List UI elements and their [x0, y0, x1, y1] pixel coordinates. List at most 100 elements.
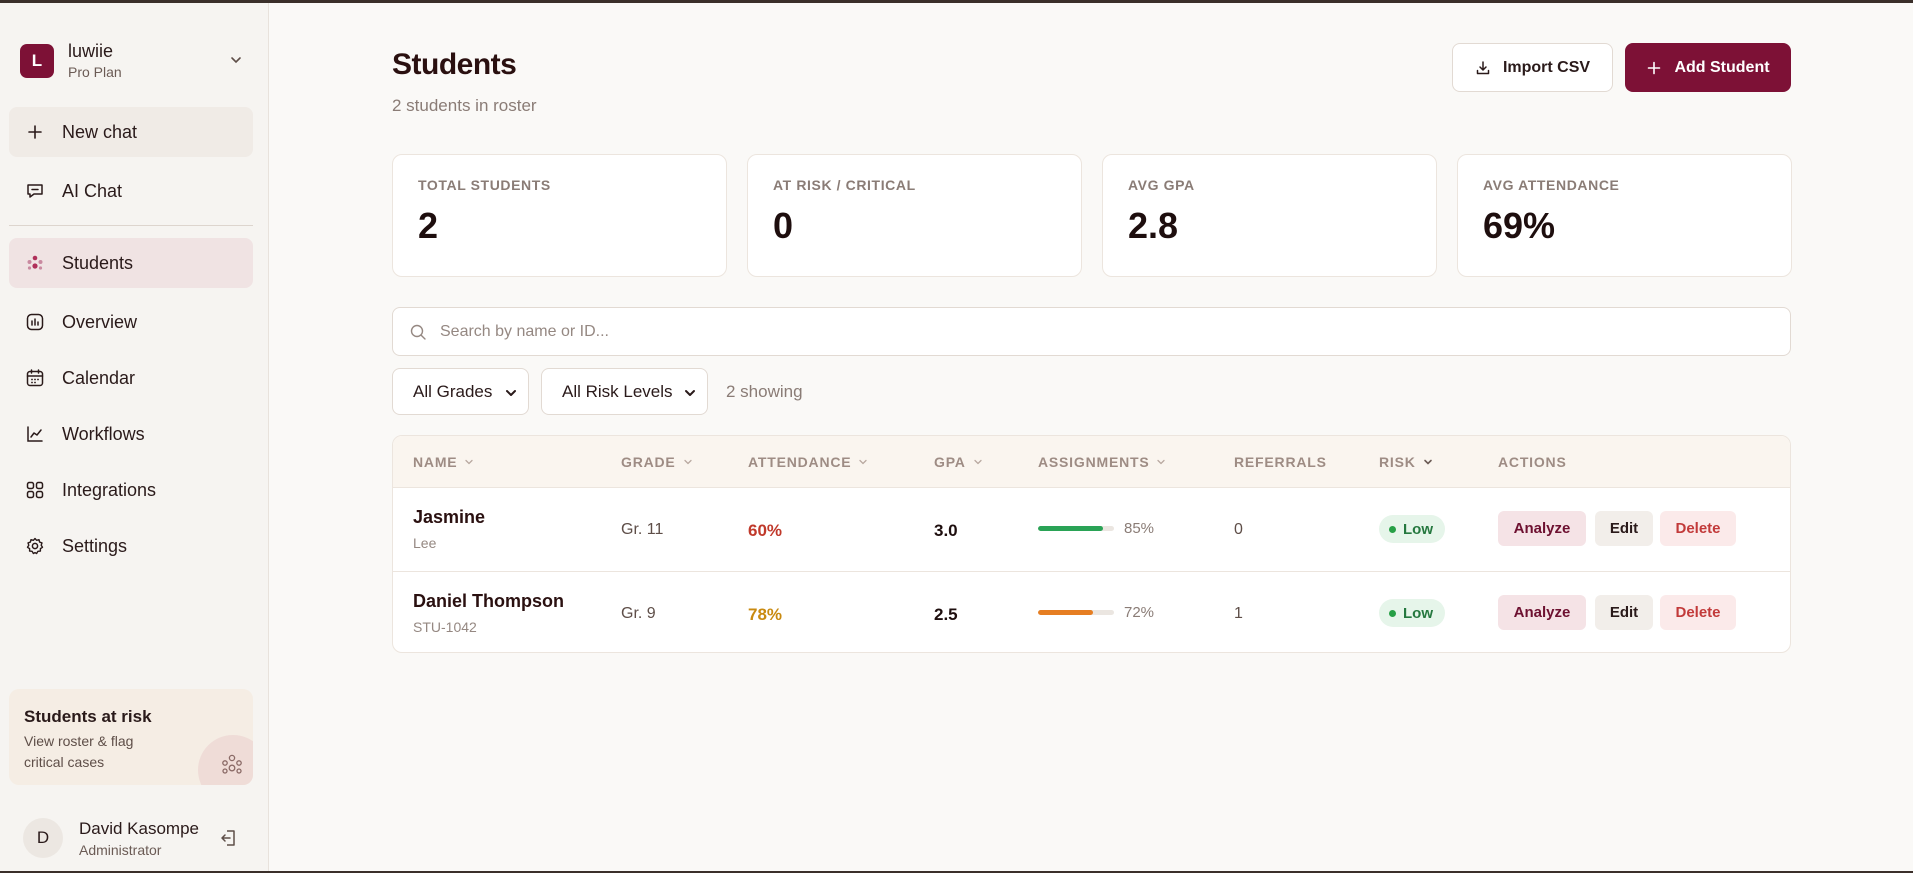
students-icon [27, 255, 43, 270]
stat-label: AVG ATTENDANCE [1483, 177, 1620, 193]
new-chat-label: New chat [62, 121, 138, 142]
search-box [392, 307, 1791, 356]
assignments-percent: 72% [1124, 604, 1155, 621]
results-count: 2 showing [726, 382, 803, 401]
student-subtext: Lee [413, 535, 437, 551]
assignments-progress: 85% [1038, 520, 1154, 537]
delete-button[interactable]: Delete [1660, 511, 1736, 546]
delete-button[interactable]: Delete [1660, 595, 1736, 630]
chevron-down-icon [1157, 459, 1166, 465]
student-name: Jasmine [413, 507, 486, 527]
column-header-attendance[interactable]: ATTENDANCE [748, 454, 869, 470]
progress-bar-fill [1038, 610, 1093, 615]
sidebar-item-students[interactable]: Students [9, 238, 253, 288]
plus-icon [28, 125, 42, 139]
risk-card-title: Students at risk [24, 707, 152, 726]
student-name-cell[interactable]: Daniel Thompson STU-1042 [413, 591, 564, 635]
chevron-down-icon [685, 390, 695, 396]
sidebar-item-workflows[interactable]: Workflows [9, 409, 253, 459]
students-at-risk-card[interactable]: Students at risk View roster & flag crit… [9, 689, 253, 785]
overview-icon [26, 313, 44, 331]
chevron-down-icon [683, 459, 692, 465]
new-chat-button[interactable]: New chat [9, 107, 253, 157]
risk-filter-select[interactable]: All Risk Levels [541, 368, 708, 415]
grid-icon [26, 481, 44, 499]
progress-bar-track [1038, 526, 1114, 531]
chat-icon [27, 184, 43, 198]
import-csv-button[interactable]: Import CSV [1452, 43, 1613, 92]
chevron-down-icon [1423, 459, 1432, 465]
student-grade: Gr. 9 [621, 605, 656, 622]
stat-value: 2.8 [1128, 205, 1179, 246]
stat-label: TOTAL STUDENTS [418, 177, 551, 193]
calendar-icon [26, 369, 44, 387]
sidebar-item-label: Overview [62, 311, 138, 332]
sidebar-item-settings[interactable]: Settings [9, 521, 253, 571]
plus-icon [1648, 61, 1661, 74]
chevron-down-icon [859, 459, 868, 465]
student-name-cell[interactable]: Jasmine Lee [413, 507, 485, 551]
user-profile[interactable]: D David Kasompe Administrator [23, 815, 253, 861]
column-header-risk[interactable]: RISK [1379, 454, 1434, 470]
stat-card-avg-gpa: AVG GPA 2.8 [1102, 154, 1437, 277]
assignments-progress: 72% [1038, 604, 1154, 621]
table-row: Jasmine Lee Gr. 11 60% 3.0 85% 0 Low Ana… [393, 488, 1790, 571]
risk-level-label: Low [1403, 520, 1433, 538]
column-header-name[interactable]: NAME [413, 454, 475, 470]
add-student-button[interactable]: Add Student [1625, 43, 1791, 92]
column-header-gpa[interactable]: GPA [934, 454, 984, 470]
stat-label: AT RISK / CRITICAL [773, 177, 916, 193]
progress-bar-track [1038, 610, 1114, 615]
assignments-percent: 85% [1124, 520, 1155, 537]
student-gpa: 3.0 [934, 521, 958, 540]
table-header: NAME GRADE ATTENDANCE GPA ASSIGNMENTS RE… [393, 436, 1790, 488]
download-icon [1476, 60, 1490, 74]
chevron-down-icon[interactable] [228, 52, 244, 68]
risk-level-label: Low [1403, 604, 1433, 622]
org-switcher[interactable]: L luwiie Pro Plan [20, 40, 250, 82]
status-dot-icon [1389, 525, 1396, 533]
column-header-assignments[interactable]: ASSIGNMENTS [1038, 454, 1167, 470]
table-row: Daniel Thompson STU-1042 Gr. 9 78% 2.5 7… [393, 571, 1790, 652]
sidebar-item-integrations[interactable]: Integrations [9, 465, 253, 515]
sidebar-divider [9, 225, 253, 226]
students-table: NAME GRADE ATTENDANCE GPA ASSIGNMENTS RE… [392, 435, 1791, 653]
grade-filter-select[interactable]: All Grades [392, 368, 529, 415]
sidebar-item-ai-chat[interactable]: AI Chat [9, 166, 253, 216]
user-name: David Kasompe [79, 818, 200, 838]
org-plan: Pro Plan [68, 64, 122, 80]
student-id: STU-1042 [413, 619, 477, 635]
student-attendance: 78% [748, 605, 783, 624]
sidebar-item-calendar[interactable]: Calendar [9, 353, 253, 403]
column-header-referrals[interactable]: REFERRALS [1234, 454, 1327, 470]
sidebar-item-label: Calendar [62, 367, 136, 388]
edit-button[interactable]: Edit [1595, 511, 1653, 546]
sidebar-item-label: Students [62, 252, 134, 273]
sidebar-item-overview[interactable]: Overview [9, 297, 253, 347]
sidebar: L luwiie Pro Plan New chat AI Chat Stude… [0, 3, 269, 871]
student-gpa: 2.5 [934, 605, 958, 624]
risk-badge-wrap: Low [1379, 599, 1445, 627]
edit-button[interactable]: Edit [1595, 595, 1653, 630]
students-icon [222, 754, 242, 774]
org-name: luwiie [68, 41, 114, 61]
sidebar-item-label: Workflows [62, 423, 145, 444]
analyze-button[interactable]: Analyze [1498, 595, 1586, 630]
chevron-down-icon [465, 459, 474, 465]
grade-filter-value: All Grades [413, 381, 493, 401]
sidebar-item-label: AI Chat [62, 180, 123, 201]
column-header-grade[interactable]: GRADE [621, 454, 694, 470]
stat-value: 0 [773, 205, 794, 246]
student-referrals: 0 [1234, 521, 1243, 538]
logout-icon[interactable] [219, 828, 239, 848]
window-bottom-border [0, 871, 1913, 873]
analyze-button[interactable]: Analyze [1498, 511, 1586, 546]
user-role: Administrator [79, 841, 162, 858]
progress-bar-fill [1038, 526, 1103, 531]
student-name: Daniel Thompson [413, 591, 565, 611]
chevron-down-icon [506, 390, 516, 396]
search-input[interactable] [440, 322, 1740, 341]
column-header-actions: ACTIONS [1498, 454, 1567, 470]
trend-chart-icon [27, 426, 43, 442]
add-student-label: Add Student [1674, 58, 1770, 76]
